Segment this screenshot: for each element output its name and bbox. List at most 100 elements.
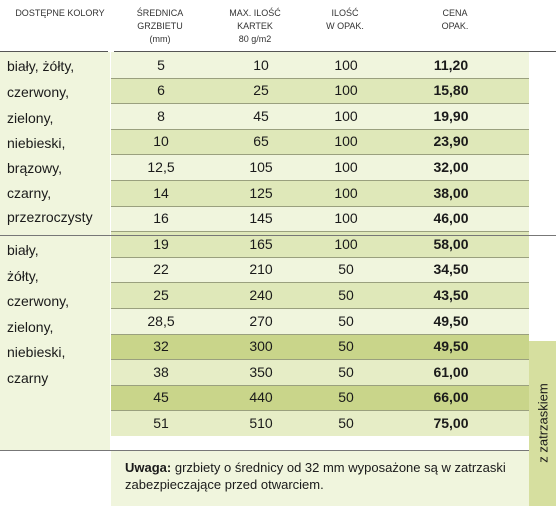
cell-qty: 100 [334, 133, 358, 149]
color-line: biały, żółty, [7, 58, 75, 74]
row-separator [111, 129, 529, 130]
color-line: brązowy, [7, 160, 62, 176]
color-line: zielony, [7, 319, 54, 335]
cell-max-sheets: 350 [249, 364, 273, 380]
cell-max-sheets: 210 [249, 261, 273, 277]
cell-diameter: 8 [157, 108, 165, 124]
cell-diameter: 32 [153, 338, 169, 354]
color-line: żółty, [7, 268, 39, 284]
cell-diameter: 51 [153, 415, 169, 431]
header-diameter-line3: (mm) [149, 34, 171, 44]
cell-diameter: 45 [153, 389, 169, 405]
color-line: biały, [7, 242, 39, 258]
cell-price: 23,90 [433, 133, 469, 149]
cell-price: 38,00 [433, 185, 469, 201]
table-row: 6 25 100 15,80 [111, 78, 529, 103]
cell-price: 66,00 [433, 389, 469, 405]
header-qty-line1: ILOŚĆ [331, 8, 359, 18]
table-header: DOSTĘPNE KOLORY ŚREDNICA GRZBIETU (mm) M… [0, 0, 556, 55]
color-line: czerwony, [7, 84, 69, 100]
row-separator [111, 385, 529, 386]
cell-diameter: 16 [153, 210, 169, 226]
group-separator [0, 235, 556, 236]
header-price: CENA OPAK. [415, 7, 495, 33]
header-underline-data [114, 51, 556, 52]
cell-price: 11,20 [433, 57, 469, 73]
row-separator [111, 359, 529, 360]
note-body: grzbiety o średnicy od 32 mm wyposażone … [125, 460, 506, 492]
header-diameter-line1: ŚREDNICA [136, 8, 184, 18]
color-line: czarny, [7, 185, 52, 201]
header-qty-line2: W OPAK. [326, 21, 364, 31]
cell-diameter: 19 [153, 236, 169, 252]
header-price-line1: CENA [442, 8, 468, 18]
header-max-line1: MAX. ILOŚĆ [229, 8, 281, 18]
cell-diameter: 12,5 [147, 159, 175, 175]
table-row: 51 510 50 75,00 [111, 410, 529, 436]
cell-qty: 100 [334, 57, 358, 73]
cell-max-sheets: 440 [249, 389, 273, 405]
color-group-2: biały, żółty, czerwony, zielony, niebies… [0, 236, 110, 450]
table-row: 38 350 50 61,00 [111, 359, 529, 385]
cell-max-sheets: 125 [249, 185, 273, 201]
table-row: 28,5 270 50 49,50 [111, 308, 529, 334]
row-separator [111, 334, 529, 335]
cell-diameter: 25 [153, 287, 169, 303]
header-diameter-line2: GRZBIETU [137, 21, 183, 31]
color-line: zielony, [7, 110, 54, 126]
row-separator [111, 410, 529, 411]
cell-price: 58,00 [433, 236, 469, 252]
cell-qty: 100 [334, 236, 358, 252]
clasp-side-label: z zatrzaskiem [529, 341, 556, 506]
cell-max-sheets: 105 [249, 159, 273, 175]
cell-qty: 100 [334, 82, 358, 98]
row-separator [111, 308, 529, 309]
row-separator [111, 103, 529, 104]
cell-max-sheets: 145 [249, 210, 273, 226]
row-separator [111, 180, 529, 181]
header-max-sheets: MAX. ILOŚĆ KARTEK 80 g/m2 [215, 7, 295, 46]
cell-qty: 50 [338, 261, 354, 277]
cell-qty: 50 [338, 364, 354, 380]
header-diameter: ŚREDNICA GRZBIETU (mm) [120, 7, 200, 46]
color-line: czerwony, [7, 293, 69, 309]
cell-max-sheets: 165 [249, 236, 273, 252]
color-group-1: biały, żółty, czerwony, zielony, niebies… [0, 52, 110, 235]
cell-diameter: 22 [153, 261, 169, 277]
row-separator [111, 154, 529, 155]
cell-max-sheets: 510 [249, 415, 273, 431]
cell-price: 32,00 [433, 159, 469, 175]
table-row: 10 65 100 23,90 [111, 129, 529, 154]
cell-diameter: 10 [153, 133, 169, 149]
header-max-line2: KARTEK [237, 21, 273, 31]
color-line: przezroczysty [7, 209, 93, 225]
cell-max-sheets: 10 [253, 57, 269, 73]
cell-diameter: 6 [157, 82, 165, 98]
cell-price: 61,00 [433, 364, 469, 380]
note-box: Uwaga: grzbiety o średnicy od 32 mm wypo… [111, 451, 529, 506]
cell-qty: 50 [338, 415, 354, 431]
cell-max-sheets: 45 [253, 108, 269, 124]
table-row: 12,5 105 100 32,00 [111, 154, 529, 180]
cell-max-sheets: 240 [249, 287, 273, 303]
clasp-label-text: z zatrzaskiem [535, 383, 551, 463]
cell-price: 75,00 [433, 415, 469, 431]
note-label: Uwaga: [125, 460, 172, 475]
cell-price: 49,50 [433, 338, 469, 354]
cell-max-sheets: 300 [249, 338, 273, 354]
cell-price: 34,50 [433, 261, 469, 277]
table-row: 16 145 100 46,00 [111, 206, 529, 231]
table-bottom-line [0, 450, 556, 451]
cell-qty: 100 [334, 108, 358, 124]
cell-qty: 100 [334, 210, 358, 226]
cell-price: 43,50 [433, 287, 469, 303]
row-separator [111, 206, 529, 207]
table-row: 32 300 50 49,50 [111, 334, 529, 359]
color-line: czarny [7, 370, 49, 386]
cell-price: 46,00 [433, 210, 469, 226]
color-line: niebieski, [7, 135, 66, 151]
row-separator [111, 78, 529, 79]
header-price-line2: OPAK. [441, 21, 469, 31]
cell-qty: 50 [338, 389, 354, 405]
cell-qty: 100 [334, 159, 358, 175]
